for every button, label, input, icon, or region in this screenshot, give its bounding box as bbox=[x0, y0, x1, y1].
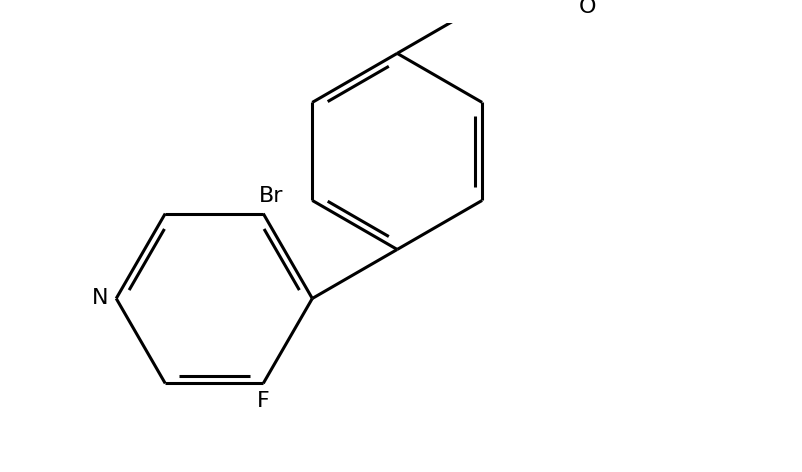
Text: N: N bbox=[92, 288, 109, 309]
Text: F: F bbox=[257, 391, 269, 411]
Text: Br: Br bbox=[258, 186, 283, 206]
Text: O: O bbox=[579, 0, 597, 17]
